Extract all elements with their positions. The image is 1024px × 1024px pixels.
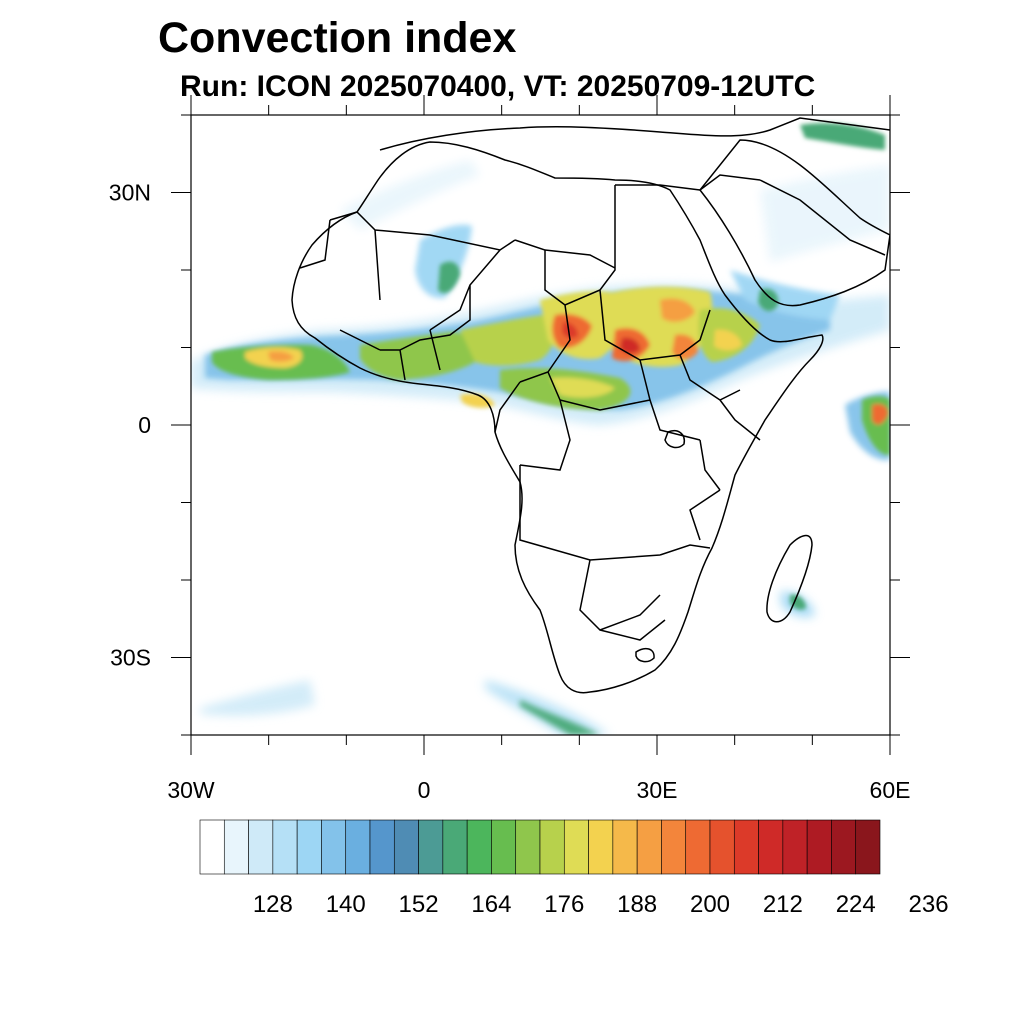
colorbar-box — [321, 819, 347, 875]
colorbar-box — [539, 819, 565, 875]
lesotho — [635, 647, 655, 663]
lon-tick-label: 60E — [870, 777, 911, 803]
colorbar-label: 236 — [909, 891, 949, 918]
colorbar-box — [831, 819, 857, 875]
longitude-ticks — [190, 95, 891, 755]
colorbar-boxes — [199, 819, 881, 875]
colorbar-label: 164 — [471, 891, 511, 918]
colorbar-box — [515, 819, 541, 875]
colorbar-box — [223, 819, 249, 875]
colorbar-box — [855, 819, 881, 875]
colorbar-box — [588, 819, 614, 875]
coastlines-and-borders — [291, 117, 890, 694]
colorbar-box — [466, 819, 492, 875]
colorbar-box — [296, 819, 322, 875]
colorbar-label: 212 — [763, 891, 803, 918]
colorbar-box — [199, 819, 225, 875]
colorbar-box — [685, 819, 711, 875]
colorbar-box — [393, 819, 419, 875]
colorbar-label: 200 — [690, 891, 730, 918]
map-area — [191, 117, 890, 735]
lat-tick-label: 30S — [110, 645, 151, 671]
colorbar-box — [733, 819, 759, 875]
europe-coastline — [379, 117, 890, 151]
colorbar-label: 152 — [399, 891, 439, 918]
colorbar-box — [806, 819, 832, 875]
lake-victoria — [664, 430, 686, 449]
colorbar-box — [345, 819, 371, 875]
colorbar-box — [369, 819, 395, 875]
lat-tick-label: 30N — [109, 180, 151, 206]
madagascar-coastline — [766, 534, 813, 623]
latitude-tick-labels: 30N 0 30S — [109, 180, 151, 671]
colorbar-label: 176 — [544, 891, 584, 918]
colorbar-box — [612, 819, 638, 875]
map-frame: 30W 0 30E 60E 30N 0 30S — [109, 95, 910, 803]
lon-tick-label: 30W — [167, 777, 215, 803]
colorbar-box — [563, 819, 589, 875]
lon-tick-label: 0 — [418, 777, 431, 803]
map-title: Convection index — [158, 14, 517, 62]
convection-field — [191, 123, 890, 735]
lon-tick-label: 30E — [637, 777, 678, 803]
latitude-ticks — [171, 114, 910, 736]
colorbar-label: 128 — [253, 891, 293, 918]
colorbar-box — [418, 819, 444, 875]
colorbar: 128 140 152 164 176 188 200 212 224 236 — [199, 819, 949, 918]
colorbar-box — [248, 819, 274, 875]
africa-coastline — [291, 141, 824, 694]
lat-tick-label: 0 — [138, 412, 151, 438]
arabia-coastline — [699, 139, 890, 307]
colorbar-label: 140 — [326, 891, 366, 918]
colorbar-labels: 128 140 152 164 176 188 200 212 224 236 — [253, 891, 949, 918]
colorbar-box — [758, 819, 784, 875]
colorbar-box — [782, 819, 808, 875]
colorbar-box — [661, 819, 687, 875]
colorbar-box — [709, 819, 735, 875]
colorbar-box — [272, 819, 298, 875]
colorbar-label: 188 — [617, 891, 657, 918]
colorbar-box — [636, 819, 662, 875]
borders — [299, 174, 886, 641]
colorbar-box — [491, 819, 517, 875]
colorbar-box — [442, 819, 468, 875]
colorbar-label: 224 — [836, 891, 876, 918]
map-subtitle: Run: ICON 2025070400, VT: 20250709-12UTC — [180, 70, 816, 103]
longitude-tick-labels: 30W 0 30E 60E — [167, 777, 910, 803]
